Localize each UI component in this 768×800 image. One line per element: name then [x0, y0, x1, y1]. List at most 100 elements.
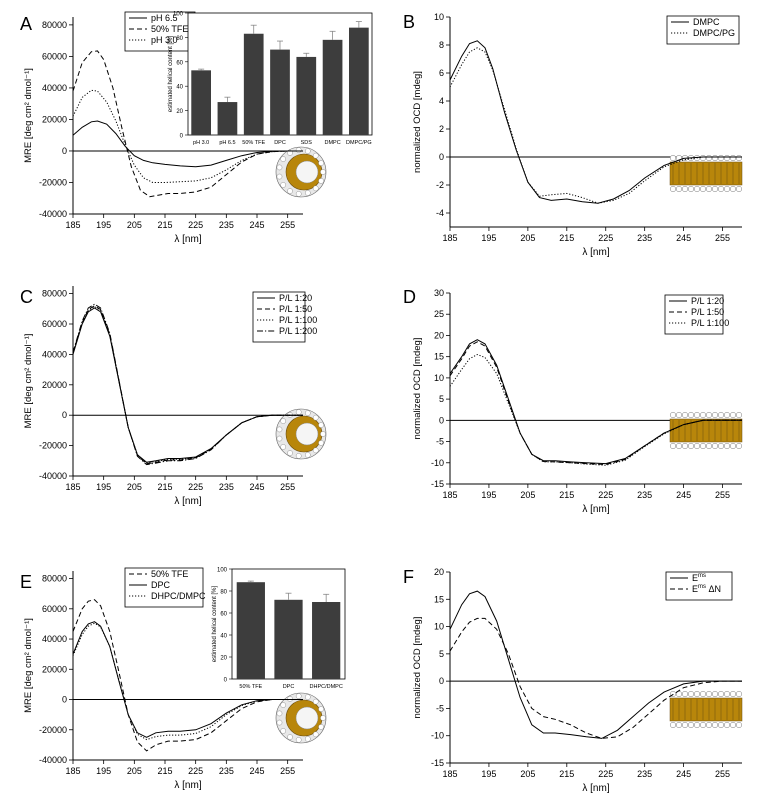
- legend-suffix: ΔN: [706, 584, 721, 594]
- y-tick-label: 20000: [42, 664, 67, 674]
- micelle-icon: [275, 146, 327, 198]
- legend-name: 50% TFE: [151, 24, 188, 34]
- x-tick-label: 255: [715, 490, 730, 500]
- inset-y-axis-label: estimated helical content [%]: [168, 35, 174, 112]
- panel-a: A 185 195 205 215 225 235 245 255 -40000 -20000 0 20…: [20, 11, 327, 245]
- y-tick-label: 20000: [42, 114, 67, 124]
- x-tick-label: 225: [188, 220, 203, 230]
- inset-ytick-label: 80: [220, 590, 227, 596]
- x-tick-label: 225: [188, 766, 203, 776]
- x-tick-label: 235: [637, 769, 652, 779]
- y-tick-label: -40000: [39, 471, 67, 481]
- series-line: [449, 40, 742, 204]
- inset-bar: [243, 33, 264, 135]
- inset-bar: [322, 39, 343, 136]
- inset-bar: [312, 602, 341, 679]
- x-tick-label: 225: [188, 482, 203, 492]
- x-tick-label: 185: [442, 490, 457, 500]
- panel-f: F 185 195 205 215 225 235 245 255 -15 -10 -5 0 5 10 15 2…: [403, 567, 743, 794]
- y-tick-label: 10: [434, 622, 444, 632]
- panel-label: F: [403, 567, 414, 587]
- series-line: [72, 307, 303, 463]
- inset-ytick-label: 40: [176, 85, 183, 91]
- series-line: [72, 621, 303, 738]
- series-line: [449, 353, 742, 466]
- x-tick-label: 195: [481, 769, 496, 779]
- inset-category-label: DPC: [283, 684, 295, 690]
- x-tick-label: 255: [715, 233, 730, 243]
- legend-label: P/L 1:200: [279, 326, 317, 336]
- y-axis-label: MRE [deg cm² dmol⁻¹]: [23, 334, 34, 429]
- x-tick-label: 255: [280, 482, 295, 492]
- legend-name: P/L 1:50: [691, 307, 724, 317]
- x-tick-label: 215: [157, 220, 172, 230]
- legend-label: Ems: [692, 573, 706, 583]
- legend-label: DPC: [151, 580, 171, 590]
- x-tick-label: 215: [559, 490, 574, 500]
- legend-box: [252, 291, 306, 343]
- legend-label: DHPC/DMPC: [151, 591, 206, 601]
- y-tick-label: -40000: [39, 209, 67, 219]
- legend-label: 50% TFE: [151, 569, 188, 579]
- x-tick-label: 245: [676, 490, 691, 500]
- x-tick-label: 205: [520, 233, 535, 243]
- inset-category-label: DHPC/DMPC: [310, 684, 343, 690]
- legend-label: DMPC: [693, 17, 720, 27]
- x-axis-label: λ [nm]: [174, 780, 201, 791]
- y-tick-label: 8: [439, 40, 444, 50]
- x-tick-label: 245: [676, 769, 691, 779]
- y-tick-label: 10: [434, 373, 444, 383]
- y-axis-label: normalized OCD [mdeg]: [412, 338, 423, 440]
- legend-label: Ems ΔN: [692, 584, 721, 594]
- inset-bar: [236, 582, 265, 679]
- x-tick-label: 245: [249, 482, 264, 492]
- inset-y-axis-label: estimated helical content [%]: [212, 585, 218, 662]
- legend-label: P/L 1:20: [691, 296, 724, 306]
- legend-label: pH 6.5: [151, 13, 178, 23]
- panel-e: E 185 195 205 215 225 235 245 255 -40000 -20000 0 20…: [20, 567, 327, 791]
- y-tick-label: 60000: [42, 604, 67, 614]
- x-tick-label: 205: [127, 766, 142, 776]
- y-tick-label: 20: [434, 330, 444, 340]
- inset-category-label: DPC: [274, 140, 286, 146]
- legend-name: pH 3.0: [151, 35, 178, 45]
- y-tick-label: 0: [62, 695, 67, 705]
- inset-category-label: 50% TFE: [242, 140, 265, 146]
- inset-bar: [191, 70, 211, 135]
- inset-ytick-label: 20: [220, 656, 227, 662]
- inset-ytick-label: 40: [220, 634, 227, 640]
- inset-bar: [296, 56, 317, 135]
- x-tick-label: 215: [157, 766, 172, 776]
- y-tick-label: -5: [436, 437, 444, 447]
- series-line: [72, 305, 303, 465]
- inset-ytick-label: 0: [180, 134, 184, 140]
- x-tick-label: 215: [559, 769, 574, 779]
- series-line: [449, 590, 742, 739]
- y-tick-label: -4: [436, 208, 444, 218]
- legend-label: P/L 1:20: [279, 293, 312, 303]
- y-tick-label: 60000: [42, 51, 67, 61]
- x-tick-label: 205: [127, 220, 142, 230]
- y-tick-label: -15: [431, 758, 444, 768]
- y-tick-label: 80000: [42, 20, 67, 30]
- x-tick-label: 235: [219, 220, 234, 230]
- y-tick-label: -10: [431, 731, 444, 741]
- legend-label: P/L 1:100: [279, 315, 317, 325]
- legend-box: [665, 571, 733, 601]
- x-tick-label: 225: [598, 769, 613, 779]
- inset-bar: [274, 599, 303, 679]
- y-axis-label: normalized OCD [mdeg]: [412, 71, 423, 173]
- y-tick-label: 20000: [42, 380, 67, 390]
- series-line: [449, 47, 742, 204]
- x-axis-label: λ [nm]: [174, 234, 201, 245]
- legend-label: DMPC/PG: [693, 28, 735, 38]
- inset-ytick-label: 100: [217, 568, 228, 574]
- y-tick-label: 0: [62, 146, 67, 156]
- inset-bar: [270, 49, 290, 135]
- inset-ytick-label: 80: [176, 36, 183, 42]
- y-tick-label: 40000: [42, 83, 67, 93]
- legend-name: pH 6.5: [151, 13, 178, 23]
